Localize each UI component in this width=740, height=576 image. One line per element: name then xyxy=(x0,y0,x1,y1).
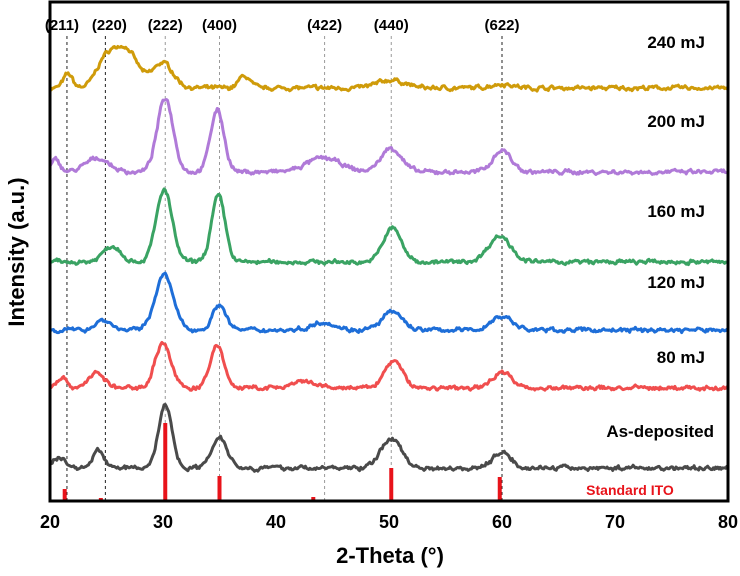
series-line-as-deposited xyxy=(48,403,729,473)
x-tick-label: 80 xyxy=(718,512,738,532)
series-line-120-mj xyxy=(49,271,729,335)
plot-frame xyxy=(48,0,730,503)
series-label: 160 mJ xyxy=(647,202,705,221)
series-label: 240 mJ xyxy=(647,33,705,52)
series-label: 200 mJ xyxy=(647,112,705,131)
x-tick-label: 30 xyxy=(153,512,173,532)
series-label: 120 mJ xyxy=(647,273,705,292)
peak-label-220: (220) xyxy=(92,17,127,34)
x-tick-label: 50 xyxy=(379,512,399,532)
peak-label-440: (440) xyxy=(374,17,409,34)
peak-label-422: (422) xyxy=(307,17,342,34)
standard-ito-label: Standard ITO xyxy=(586,482,674,498)
series-label: As-deposited xyxy=(606,422,714,441)
x-tick-label: 60 xyxy=(492,512,512,532)
x-tick-label: 40 xyxy=(266,512,286,532)
peak-label-400: (400) xyxy=(202,17,237,34)
x-axis-label: 2-Theta (°) xyxy=(336,543,444,568)
peak-label-622: (622) xyxy=(484,17,519,34)
series-line-160-mj xyxy=(48,187,729,267)
x-tick-label: 20 xyxy=(40,512,60,532)
series-label: 80 mJ xyxy=(657,348,705,367)
series-line-80-mj xyxy=(49,340,729,392)
x-tick-label: 70 xyxy=(605,512,625,532)
y-axis-label: Intensity (a.u.) xyxy=(4,177,29,326)
series-line-200-mj xyxy=(48,98,729,176)
peak-label-222: (222) xyxy=(148,17,183,34)
peak-label-211: (211) xyxy=(45,17,79,34)
series-line-240-mj xyxy=(48,44,730,93)
